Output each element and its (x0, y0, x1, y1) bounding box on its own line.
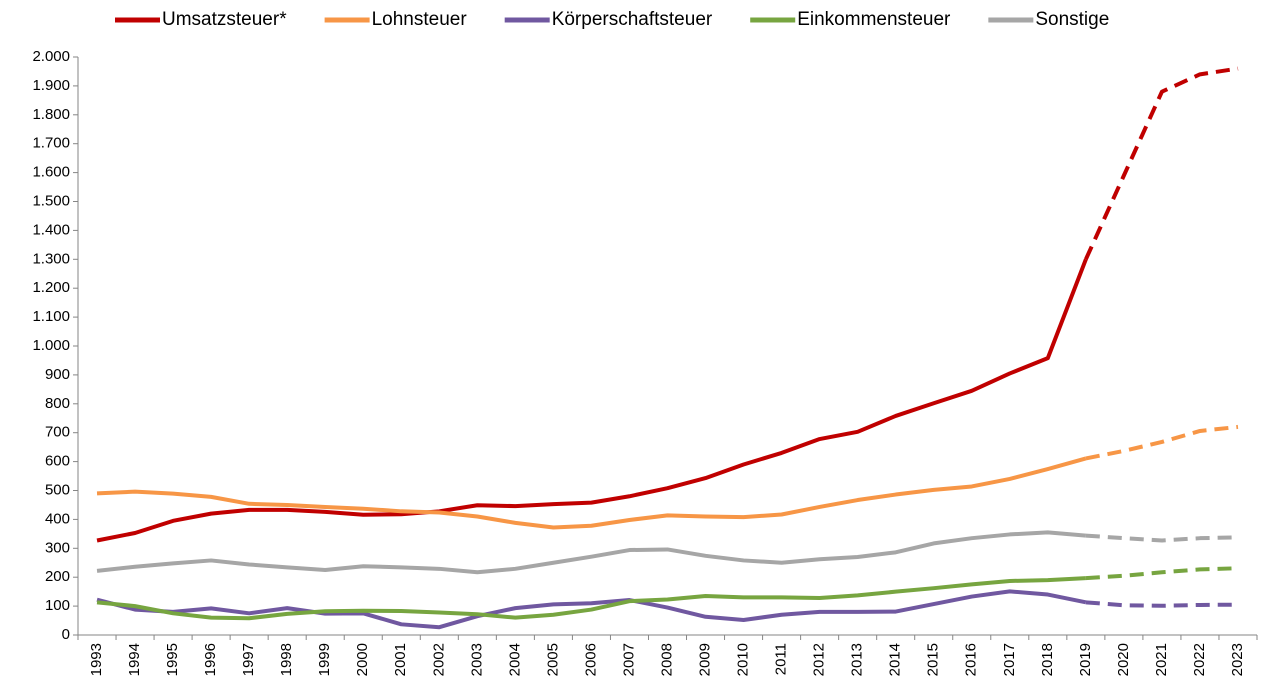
x-tick-label: 2015 (925, 643, 942, 676)
series-line (1085, 566, 1239, 581)
x-tick-label: 2016 (963, 643, 980, 676)
y-tick-label: 200 (45, 568, 70, 585)
x-tick-label: 2021 (1153, 643, 1170, 676)
y-tick-label: 800 (45, 395, 70, 412)
y-tick-label: 1.200 (32, 279, 70, 296)
x-tick-label: 1998 (278, 643, 295, 676)
legend-label: Lohnsteuer (372, 9, 468, 30)
y-tick-label: 300 (45, 539, 70, 556)
y-tick-label: 100 (45, 597, 70, 614)
x-tick-label: 2010 (735, 643, 752, 676)
series-line (96, 576, 1086, 621)
y-tick-label: 1.600 (32, 164, 70, 181)
y-tick-label: 1.100 (32, 308, 70, 325)
x-tick-label: 1995 (164, 643, 181, 676)
x-tick-label: 2005 (544, 643, 561, 676)
series-line (1084, 66, 1239, 261)
y-tick-label: 1.000 (32, 337, 70, 354)
y-tick-label: 900 (45, 366, 70, 383)
legend-label: Einkommensteuer (797, 9, 951, 30)
series-line (96, 530, 1087, 575)
legend-label: Umsatzsteuer* (162, 9, 287, 30)
y-tick-label: 2.000 (32, 48, 70, 65)
y-tick-label: 1.300 (32, 250, 70, 267)
x-tick-label: 2020 (1115, 643, 1132, 676)
legend-label: Sonstige (1035, 9, 1109, 30)
x-tick-label: 2009 (697, 643, 714, 676)
y-tick-label: 1.400 (32, 221, 70, 238)
series-line (1085, 533, 1239, 543)
x-tick-label: 2012 (811, 643, 828, 676)
series-line (96, 456, 1087, 530)
x-tick-label: 1997 (240, 643, 257, 676)
y-tick-label: 500 (45, 481, 70, 498)
y-tick-label: 400 (45, 510, 70, 527)
series-line (96, 258, 1088, 543)
x-tick-label: 2011 (773, 643, 790, 675)
x-tick-label: 2017 (1001, 643, 1018, 676)
x-tick-label: 2013 (849, 643, 866, 676)
x-tick-label: 2022 (1191, 643, 1208, 676)
x-tick-label: 2001 (392, 643, 409, 676)
x-tick-label: 2003 (468, 643, 485, 676)
x-tick-label: 2018 (1039, 643, 1056, 676)
y-tick-label: 700 (45, 424, 70, 441)
x-tick-label: 2000 (354, 643, 371, 676)
x-tick-label: 2004 (506, 643, 523, 676)
y-tick-label: 0 (62, 626, 70, 643)
x-tick-label: 1993 (88, 643, 105, 676)
y-tick-label: 1.500 (32, 192, 70, 209)
legend-label: Körperschaftsteuer (552, 9, 713, 30)
y-tick-label: 1.900 (32, 77, 70, 94)
x-tick-label: 1994 (126, 643, 143, 676)
x-tick-label: 2006 (582, 643, 599, 676)
x-tick-label: 1996 (202, 643, 219, 676)
x-tick-label: 1999 (316, 643, 333, 676)
x-tick-label: 2014 (887, 643, 904, 676)
x-tick-label: 2019 (1077, 643, 1094, 676)
y-tick-label: 1.700 (32, 135, 70, 152)
y-tick-label: 600 (45, 453, 70, 470)
x-tick-label: 2023 (1229, 643, 1246, 676)
y-tick-label: 1.800 (32, 106, 70, 123)
x-tick-label: 2008 (658, 643, 675, 676)
series-line (1085, 600, 1238, 608)
series-line (1085, 424, 1239, 461)
x-tick-label: 2007 (620, 643, 637, 676)
x-tick-label: 2002 (430, 643, 447, 676)
series-line (96, 589, 1087, 630)
